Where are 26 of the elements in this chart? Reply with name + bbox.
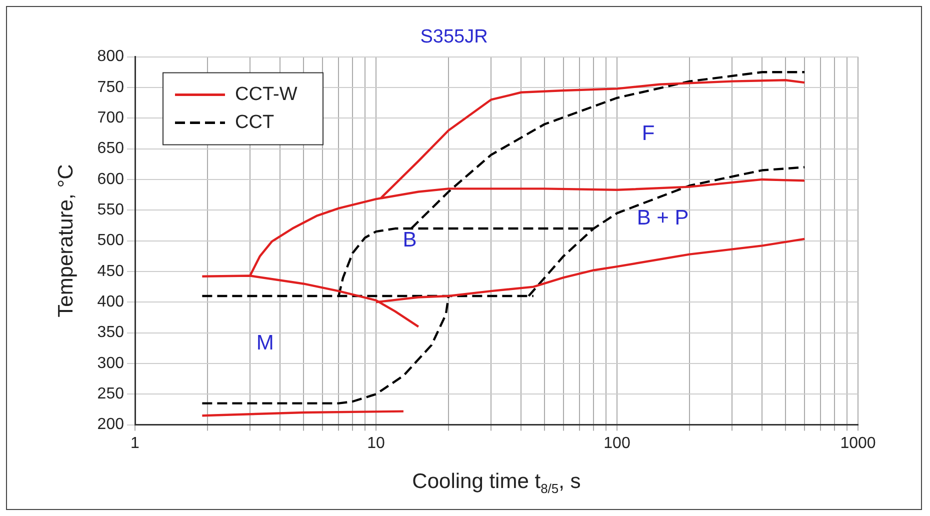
y-tick-label: 200 [97, 416, 124, 434]
y-tick-label: 400 [97, 294, 124, 311]
y-tick-label: 350 [97, 324, 124, 342]
annotation: B [402, 228, 417, 252]
annotation: F [642, 122, 655, 145]
x-tick-label: 1000 [840, 434, 876, 452]
y-tick-label: 750 [97, 78, 124, 96]
x-tick-label: 10 [367, 434, 385, 452]
y-tick-label: 600 [97, 170, 124, 188]
y-tick-label: 300 [97, 354, 124, 372]
y-tick-label: 250 [97, 386, 124, 403]
x-tick-label: 1 [130, 434, 140, 452]
annotation: B + P [636, 206, 689, 230]
y-tick-label: 450 [97, 262, 124, 280]
legend-label: CCT-W [235, 84, 298, 106]
annotation: M [256, 332, 274, 355]
legend-label: CCT [235, 112, 274, 134]
y-axis-title: Temperature, °C [54, 164, 78, 318]
chart-title: S355JR [420, 26, 488, 48]
x-tick-label: 100 [604, 434, 630, 452]
y-tick-label: 500 [97, 232, 124, 250]
y-tick-label: 700 [97, 110, 124, 127]
x-axis-title: Cooling time t$_{8/5}$, s [411, 470, 582, 496]
y-tick-label: 550 [97, 202, 124, 219]
y-tick-label: 800 [97, 48, 124, 66]
y-tick-label: 650 [97, 140, 124, 158]
